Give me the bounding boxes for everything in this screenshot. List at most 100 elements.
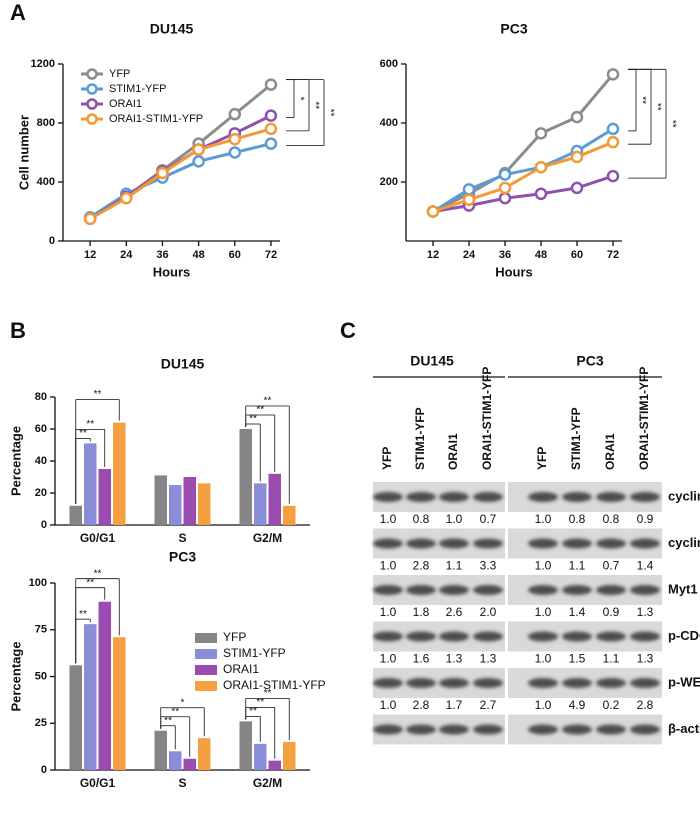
- series-line: [432, 140, 614, 213]
- blot-band: [439, 631, 469, 642]
- bar: [268, 760, 281, 770]
- blot-band: [473, 678, 503, 688]
- bar: [254, 483, 267, 525]
- x-tick-label: S: [178, 776, 186, 790]
- blot-band: [528, 678, 558, 688]
- x-tick-label: 48: [193, 249, 205, 261]
- blot-band: [439, 678, 469, 688]
- y-tick-label: 100: [29, 577, 47, 589]
- data-point: [264, 78, 278, 91]
- bar: [154, 730, 167, 770]
- data-point: [606, 122, 620, 136]
- band-ratio: 1.4: [569, 605, 586, 619]
- bar: [254, 743, 267, 770]
- data-point: [534, 127, 548, 140]
- bar: [239, 721, 252, 770]
- band-ratio: 1.0: [535, 698, 552, 712]
- band-ratio: 1.0: [380, 698, 397, 712]
- blot-band: [596, 538, 626, 549]
- significance-label: **: [264, 688, 272, 699]
- band-ratio: 0.7: [603, 559, 620, 573]
- band-ratio: 0.8: [569, 512, 586, 526]
- blot-band: [473, 631, 503, 642]
- x-tick-label: G2/M: [253, 776, 282, 790]
- y-tick-label: 40: [35, 455, 47, 467]
- significance-label: **: [79, 428, 87, 439]
- blot-band: [562, 678, 592, 688]
- band-ratio: 1.0: [535, 605, 552, 619]
- data-point: [534, 187, 548, 201]
- blot-band: [596, 678, 626, 688]
- cell-line-label: DU145: [410, 353, 454, 369]
- legend-swatch: [195, 681, 217, 691]
- blot-band: [473, 492, 503, 502]
- data-point: [264, 122, 278, 136]
- protein-label: p-WEE1: [668, 674, 700, 689]
- bar: [198, 738, 211, 770]
- legend-marker: [86, 83, 98, 95]
- data-point: [534, 161, 548, 174]
- bar: [69, 665, 82, 770]
- band-ratio: 2.8: [413, 559, 430, 573]
- bar: [98, 601, 111, 770]
- legend-label: YFP: [223, 630, 246, 644]
- y-tick-label: 400: [380, 117, 398, 129]
- bar: [169, 485, 182, 525]
- band-ratio: 1.0: [535, 652, 552, 666]
- data-point: [264, 109, 278, 122]
- y-tick-label: 1200: [31, 58, 55, 70]
- y-tick-label: 60: [35, 423, 47, 435]
- data-point: [120, 191, 133, 205]
- lane-label: ORAI1-STIM1-YFP: [637, 367, 651, 470]
- significance-label: *: [181, 697, 185, 708]
- legend-label: ORAI1-STIM1-YFP: [223, 678, 326, 692]
- blot-band: [406, 631, 436, 642]
- data-point: [606, 169, 620, 183]
- protein-label: cyclin D1: [668, 488, 700, 503]
- lane-label: YFP: [535, 447, 549, 470]
- y-tick-label: 20: [35, 487, 47, 499]
- bar: [154, 475, 167, 525]
- significance-label: **: [264, 396, 272, 407]
- x-axis-label: Hours: [153, 264, 191, 279]
- x-tick-label: 12: [84, 249, 96, 261]
- band-ratio: 2.8: [413, 698, 430, 712]
- band-ratio: 1.1: [446, 559, 463, 573]
- data-point: [228, 107, 242, 121]
- significance-label: **: [324, 109, 335, 117]
- data-point: [498, 181, 512, 195]
- lane-label: YFP: [380, 447, 394, 470]
- x-tick-label: S: [178, 531, 186, 545]
- blot-band: [630, 678, 660, 688]
- series-line: [432, 73, 615, 213]
- blot-band: [562, 631, 592, 642]
- significance-label: **: [94, 389, 102, 400]
- blot-band: [406, 724, 436, 735]
- bar: [113, 422, 126, 525]
- bar: [283, 741, 296, 770]
- blot-band: [473, 585, 503, 595]
- lane-label: ORAI1-STIM1-YFP: [480, 367, 494, 470]
- blot-band: [528, 724, 558, 735]
- blot-band: [562, 492, 592, 502]
- blot-band: [439, 724, 469, 735]
- significance-label: **: [86, 577, 94, 588]
- x-tick-label: 72: [607, 249, 619, 261]
- y-tick-label: 0: [41, 519, 47, 531]
- band-ratio: 1.7: [446, 698, 463, 712]
- chart-title: PC3: [169, 549, 196, 565]
- x-tick-label: G0/G1: [80, 776, 116, 790]
- band-ratio: 1.0: [535, 512, 552, 526]
- x-tick-label: G2/M: [253, 531, 282, 545]
- legend-swatch: [195, 633, 217, 643]
- y-tick-label: 400: [37, 176, 55, 188]
- panel-label: C: [340, 318, 356, 343]
- protein-label: Myt1: [668, 581, 698, 596]
- blot-band: [630, 492, 660, 502]
- blot-band: [439, 492, 469, 502]
- y-tick-label: 25: [35, 717, 47, 729]
- blot-band: [439, 585, 469, 595]
- protein-label: β-actin: [668, 721, 700, 736]
- blot-band: [373, 492, 403, 502]
- legend-label: ORAI1: [109, 98, 142, 110]
